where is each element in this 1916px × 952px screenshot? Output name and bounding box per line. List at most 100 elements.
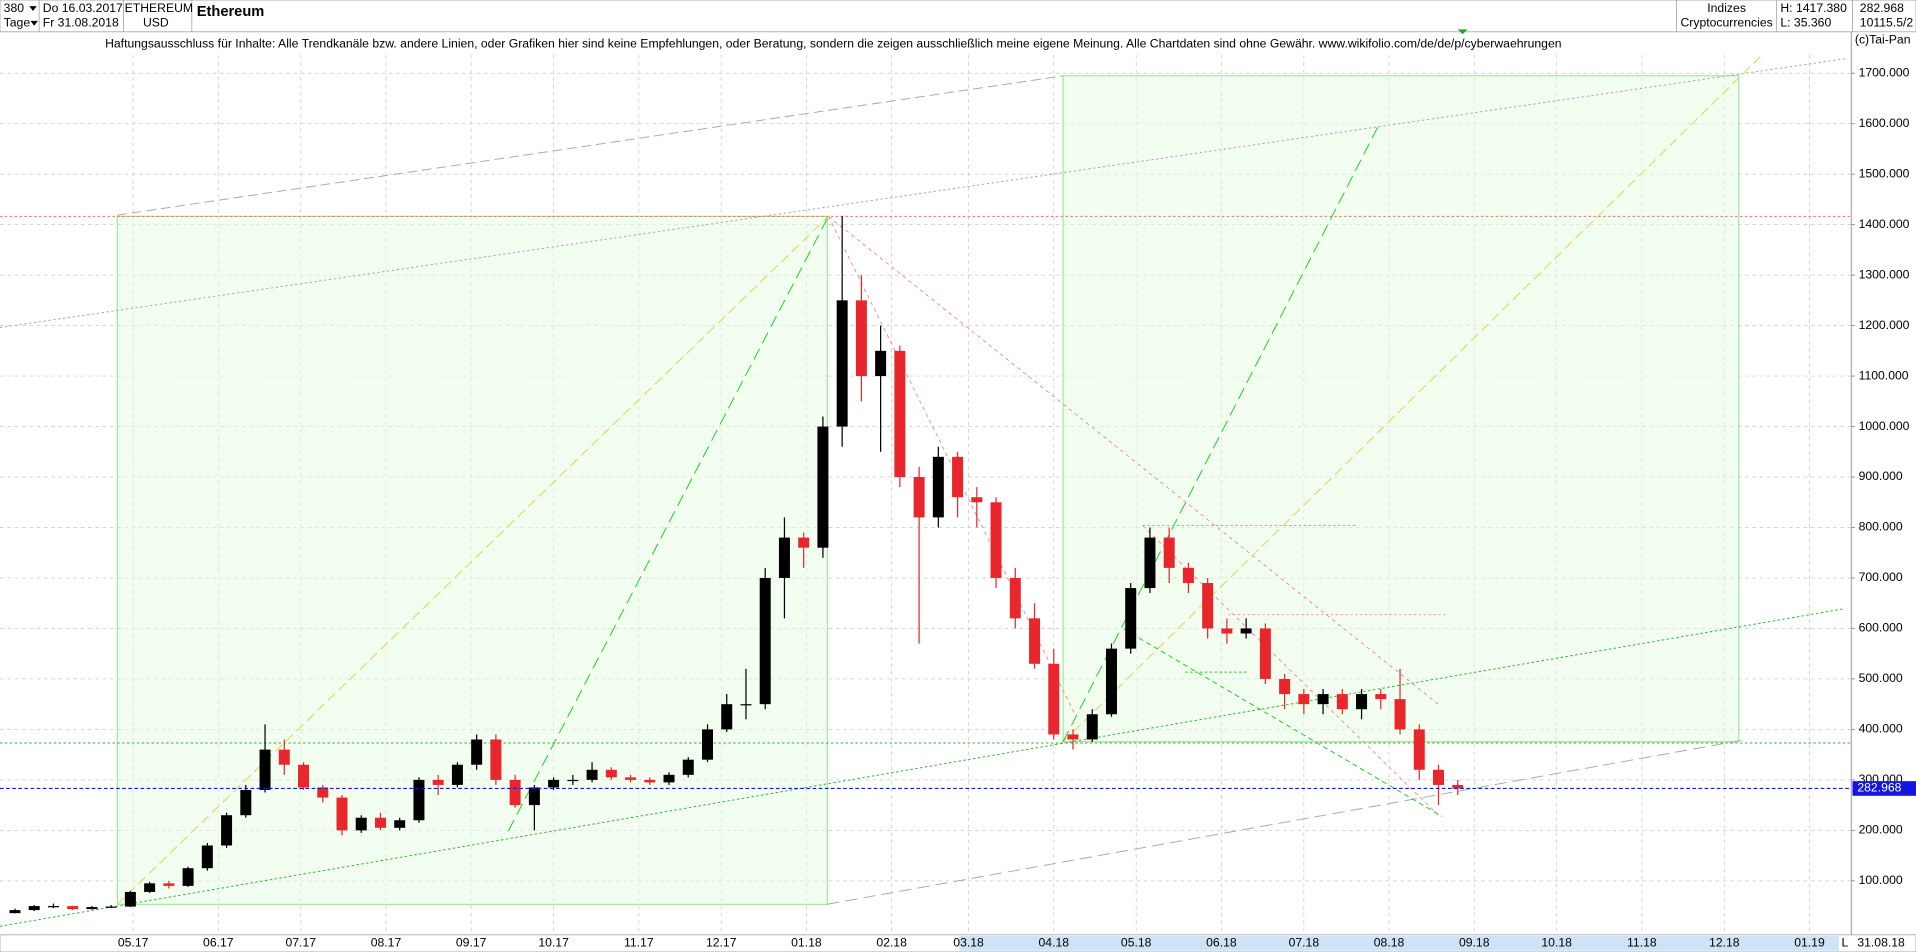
- x-tick-label: 05.17: [118, 936, 149, 950]
- y-tick-label: 1300.000: [1859, 267, 1910, 281]
- date-to: Fr 31.08.2018: [43, 15, 119, 29]
- axis: 100.000200.000300.000400.000500.000600.0…: [118, 65, 1916, 950]
- candle-body: [182, 868, 194, 886]
- header-bar: [0, 0, 1916, 33]
- candle-body: [317, 787, 329, 798]
- trend-line: [0, 608, 1846, 927]
- last-price-label: 282.968: [1857, 781, 1901, 795]
- annotations: [0, 54, 1852, 927]
- candle-body: [413, 779, 425, 821]
- x-tick-label: 07.17: [285, 936, 316, 950]
- candles: [0, 215, 1852, 914]
- candle-body: [682, 759, 694, 775]
- candle-body: [1452, 784, 1464, 789]
- candle-body: [1048, 663, 1060, 735]
- candle-body: [374, 817, 386, 828]
- x-tick-label: 01.18: [791, 936, 822, 950]
- candle-body: [855, 300, 867, 377]
- disclaimer: Haftungsausschluss für Inhalte: Alle Tre…: [105, 36, 1561, 50]
- candle-body: [605, 769, 617, 778]
- candle-body: [701, 729, 713, 760]
- y-tick-label: 800.000: [1859, 520, 1903, 534]
- symbol: ETHEREUM: [125, 1, 193, 15]
- y-tick-label: 900.000: [1859, 469, 1903, 483]
- y-tick-label: 1500.000: [1859, 166, 1910, 180]
- candle-body: [1086, 714, 1098, 740]
- candle-body: [567, 779, 579, 782]
- x-tick-label: 03.18: [953, 936, 984, 950]
- interval[interactable]: Tage: [4, 15, 31, 29]
- group: Indizes: [1707, 1, 1746, 15]
- date-from: Do 16.03.2017: [43, 1, 123, 15]
- candle-body: [663, 774, 675, 783]
- chart-title: Ethereum: [197, 4, 265, 20]
- last-price: 282.968: [1860, 1, 1904, 15]
- y-tick-label: 500.000: [1859, 671, 1903, 685]
- y-tick-label: 200.000: [1859, 823, 1903, 837]
- candle-body: [1394, 699, 1406, 730]
- bars-count[interactable]: 380: [4, 1, 25, 15]
- candle-body: [1413, 729, 1425, 770]
- candle-body: [471, 739, 483, 765]
- last-price-box: [1852, 781, 1916, 796]
- fan-line: [507, 216, 829, 832]
- candle-body: [259, 749, 271, 790]
- x-tick-label: 11.18: [1627, 936, 1657, 950]
- candle-body: [1356, 694, 1368, 710]
- fan-line: [116, 215, 829, 905]
- candle-body: [509, 779, 521, 806]
- candle-body: [240, 789, 252, 816]
- y-tick-label: 1100.000: [1859, 368, 1909, 382]
- candle-body: [586, 769, 598, 780]
- box: [1062, 75, 1740, 743]
- candle-body: [1240, 628, 1252, 634]
- candle-body: [124, 891, 136, 907]
- candle-body: [817, 426, 829, 548]
- x-tick-label: 05.18: [1121, 936, 1152, 950]
- candle-body: [778, 537, 790, 578]
- x-tick-label: 10.18: [1541, 936, 1572, 950]
- candle-body: [47, 906, 59, 908]
- y-tick-label: 1700.000: [1859, 65, 1910, 79]
- candle-body: [86, 907, 98, 910]
- copyright: (c)Tai-Pan: [1855, 33, 1911, 47]
- candle-body: [1009, 577, 1021, 619]
- y-tick-label: 400.000: [1859, 722, 1903, 736]
- trend-line: [1123, 628, 1443, 817]
- x-tick-label: 07.18: [1289, 936, 1320, 950]
- candle-body: [548, 779, 560, 788]
- candle-body: [67, 906, 79, 910]
- candle-body: [451, 764, 463, 785]
- candle-body: [740, 704, 752, 706]
- candle-body: [144, 883, 156, 892]
- candle-body: [221, 815, 233, 846]
- x-tick-label: 11.17: [624, 936, 654, 950]
- currency: USD: [143, 15, 169, 29]
- dropdown-arrow[interactable]: [29, 6, 37, 12]
- x-tick-label: 12.17: [706, 936, 737, 950]
- x-tick-label: 09.18: [1459, 936, 1490, 950]
- candle-body: [163, 883, 175, 886]
- dropdown-arrow[interactable]: [30, 20, 38, 26]
- x-tick-label: 01.19: [1794, 936, 1825, 950]
- candle-body: [990, 502, 1002, 578]
- candle-body: [298, 764, 310, 788]
- footer-mode: L: [1841, 936, 1848, 950]
- candle-body: [1298, 694, 1310, 705]
- x-tick-label: 08.17: [371, 936, 402, 950]
- y-tick-label: 1600.000: [1859, 116, 1910, 130]
- candle-body: [913, 477, 925, 518]
- candle-body: [1029, 618, 1041, 664]
- low-value: L: 35.360: [1780, 15, 1831, 29]
- x-tick-label: 12.18: [1709, 936, 1740, 950]
- candle-body: [1067, 734, 1079, 740]
- x-tick-label: 04.18: [1038, 936, 1069, 950]
- candle-body: [1433, 769, 1445, 785]
- candle-body: [355, 817, 367, 831]
- candle-body: [105, 906, 117, 908]
- volume: 10115.5/2: [1860, 15, 1914, 29]
- fan-line: [1062, 125, 1379, 742]
- candle-body: [1336, 694, 1348, 710]
- x-tick-label: 10.17: [538, 936, 569, 950]
- candle-body: [432, 779, 444, 785]
